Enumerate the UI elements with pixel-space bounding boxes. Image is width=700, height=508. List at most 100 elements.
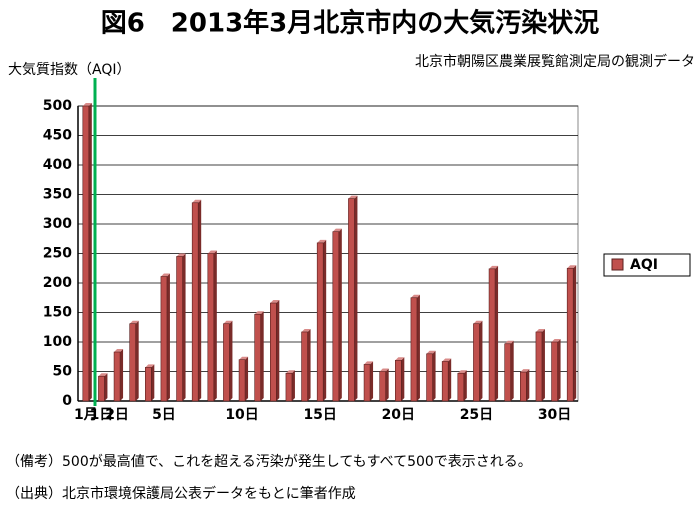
bar-side (307, 328, 311, 401)
x-tick-label: 30日 (538, 407, 571, 423)
bar-top (82, 103, 92, 106)
bar (441, 361, 449, 402)
bar-side (354, 195, 358, 401)
bar-top (129, 320, 139, 324)
legend-swatch (611, 258, 624, 271)
x-tick-label: 25日 (460, 407, 493, 423)
bar (348, 198, 355, 402)
bar (395, 359, 402, 402)
bar-side (401, 357, 405, 401)
bar (457, 372, 465, 402)
bar (426, 353, 433, 402)
bar-top (176, 253, 186, 257)
bar (504, 343, 511, 402)
bar-top (160, 273, 170, 277)
bar-top (489, 265, 499, 269)
bar-top (473, 320, 483, 324)
note: （備考）500が最高値で、これを超える汚染が発生してもすべて500で表示される。 (6, 453, 532, 470)
bar-side (385, 368, 389, 401)
chart-title: 図6 2013年3月北京市内の大気汚染状況 (101, 8, 600, 39)
bar (82, 105, 90, 402)
bar-top (442, 358, 452, 362)
bar-top (145, 364, 155, 368)
y-tick-label: 150 (43, 305, 72, 321)
bar-side (573, 265, 577, 401)
bar-side (198, 199, 202, 401)
bar-side (260, 311, 264, 401)
bar (410, 297, 418, 402)
bar-side (526, 369, 530, 401)
bar (191, 202, 199, 402)
bar-top (192, 199, 202, 203)
y-tick-label: 450 (43, 128, 72, 144)
bar-side (495, 265, 499, 401)
bar (379, 371, 386, 402)
subtitle: 北京市朝陽区農業展覧館測定局の観測データ (415, 53, 695, 70)
bar-top (504, 340, 514, 344)
x-tick-label: 2日 (105, 407, 129, 423)
bar-top (254, 311, 264, 315)
bar-side (338, 228, 342, 401)
bar (520, 371, 527, 402)
bar-side (245, 356, 249, 401)
bar (363, 364, 371, 402)
bar-top (348, 195, 358, 199)
bar-side (182, 253, 186, 401)
bar (129, 323, 136, 402)
y-tick-label: 200 (43, 275, 72, 291)
bar-top (457, 370, 467, 374)
bar-top (551, 339, 561, 342)
bar (285, 372, 293, 402)
legend-label: AQI (630, 257, 658, 273)
bar-top (520, 369, 530, 373)
bar (488, 268, 496, 402)
bar-side (432, 350, 436, 401)
bar-side (291, 370, 295, 401)
bar-top (207, 250, 217, 254)
bar-top (239, 356, 249, 360)
bar (535, 331, 543, 402)
y-tick-label: 250 (43, 246, 72, 262)
bar-side (213, 250, 217, 401)
bar-side (323, 239, 327, 401)
x-tick-label: 10日 (225, 407, 258, 423)
bar (301, 331, 308, 402)
bar (207, 253, 215, 402)
bar-side (135, 320, 139, 401)
x-tick-label: 1月 (74, 407, 98, 423)
y-tick-label: 400 (43, 157, 72, 173)
bar (270, 302, 277, 402)
bar-top (114, 349, 124, 353)
bar (223, 323, 230, 402)
bar-top (567, 265, 577, 269)
y-tick-label: 300 (43, 216, 72, 232)
bar (551, 341, 558, 402)
bar-top (426, 350, 436, 354)
bar-top (317, 239, 327, 243)
bar (98, 375, 105, 402)
y-tick-label: 500 (43, 98, 72, 114)
y-tick-label: 0 (62, 393, 72, 409)
y-tick-label: 350 (43, 187, 72, 203)
x-tick-label: 15日 (303, 407, 336, 423)
bar-side (88, 103, 92, 401)
bar-side (463, 370, 467, 401)
bar-side (541, 328, 545, 401)
bar (316, 242, 324, 402)
bar-side (276, 300, 280, 401)
bar (176, 256, 183, 402)
bar (113, 351, 121, 402)
x-tick-label: 1日 (90, 407, 114, 423)
bar-top (535, 328, 545, 332)
bar-side (229, 320, 233, 401)
y-tick-label: 50 (53, 364, 73, 380)
bar-side (166, 273, 170, 401)
y-axis-label: 大気質指数（AQI） (8, 62, 130, 78)
bar-side (120, 349, 124, 401)
bar-top (285, 370, 295, 374)
bar-side (557, 339, 561, 401)
y-tick-label: 100 (43, 334, 72, 350)
bar (254, 313, 261, 402)
bar-side (104, 373, 108, 401)
